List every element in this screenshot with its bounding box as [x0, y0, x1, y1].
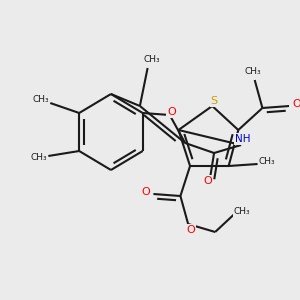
Text: CH₃: CH₃ — [259, 158, 275, 166]
Text: CH₃: CH₃ — [32, 94, 49, 103]
Text: CH₃: CH₃ — [143, 56, 160, 64]
Text: CH₃: CH₃ — [234, 208, 250, 217]
Text: O: O — [167, 107, 176, 117]
Text: O: O — [203, 176, 212, 186]
Text: O: O — [141, 187, 150, 197]
Text: O: O — [293, 99, 300, 109]
Text: O: O — [187, 225, 195, 235]
Text: S: S — [211, 96, 218, 106]
Text: CH₃: CH₃ — [30, 154, 47, 163]
Text: NH: NH — [235, 134, 251, 144]
Text: CH₃: CH₃ — [244, 68, 261, 76]
